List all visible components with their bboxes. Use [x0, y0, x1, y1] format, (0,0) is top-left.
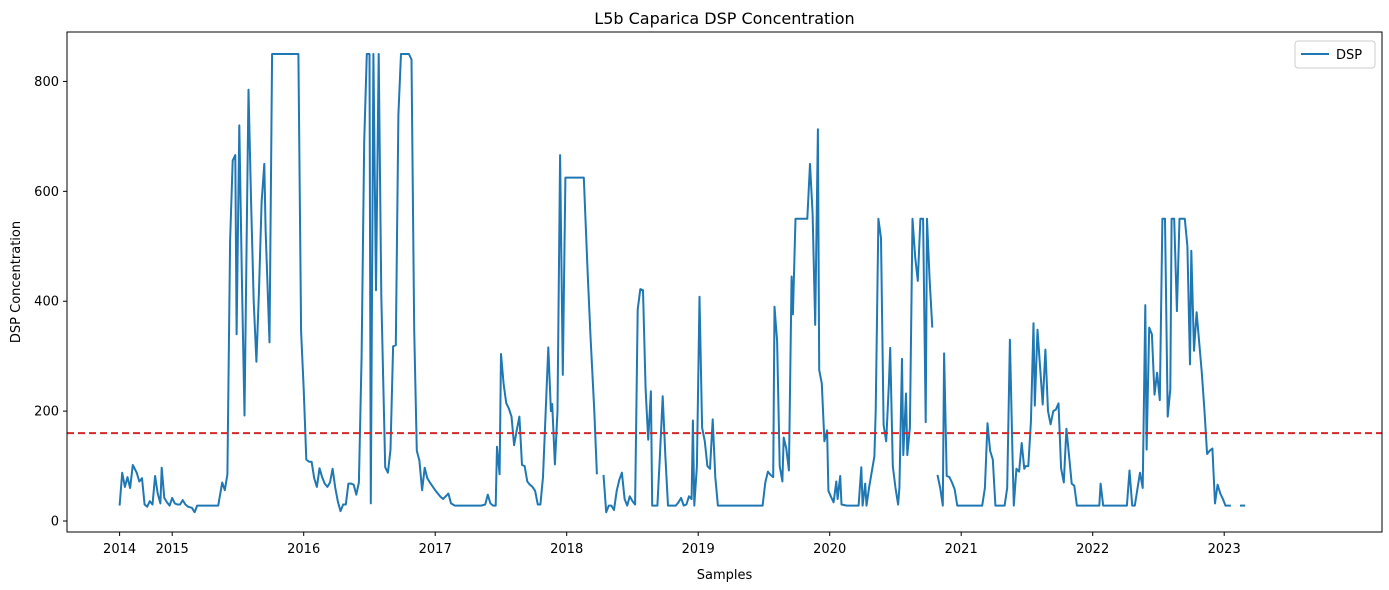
x-axis: 2014 2015 2016 2017 2018 2019 2020 2021 2022 2023 [103, 532, 1241, 557]
y-tick-label: 400 [34, 295, 59, 310]
x-tick-label: 2019 [682, 542, 715, 557]
x-tick-label: 2016 [287, 542, 320, 557]
legend-box [1294, 40, 1376, 69]
x-tick-label: 2017 [419, 542, 452, 557]
y-tick-label: 200 [34, 405, 59, 420]
chart-title: L5b Caparica DSP Concentration [594, 9, 854, 28]
x-axis-label: Samples [697, 568, 753, 583]
y-tick-label: 0 [51, 515, 59, 530]
y-tick-label: 600 [34, 185, 59, 200]
x-tick-label: 2021 [945, 542, 978, 557]
y-tick-label: 800 [34, 75, 59, 90]
x-tick-label: 2020 [813, 542, 846, 557]
series-line-segment [602, 128, 934, 514]
series-line-segment [936, 217, 1231, 507]
axes-frame [66, 31, 1383, 533]
legend-label: DSP [1336, 48, 1362, 63]
x-tick-label: 2015 [156, 542, 189, 557]
x-tick-label: 2018 [550, 542, 583, 557]
x-tick-label: 2014 [103, 542, 136, 557]
plot-area [67, 53, 1382, 514]
x-tick-label: 2023 [1208, 542, 1241, 557]
legend: DSP [1294, 40, 1376, 69]
y-axis: 0 200 400 600 800 [34, 75, 67, 530]
x-tick-label: 2022 [1076, 542, 1109, 557]
series-line-segment [118, 53, 598, 514]
y-axis-label: DSP Concentration [9, 221, 24, 343]
